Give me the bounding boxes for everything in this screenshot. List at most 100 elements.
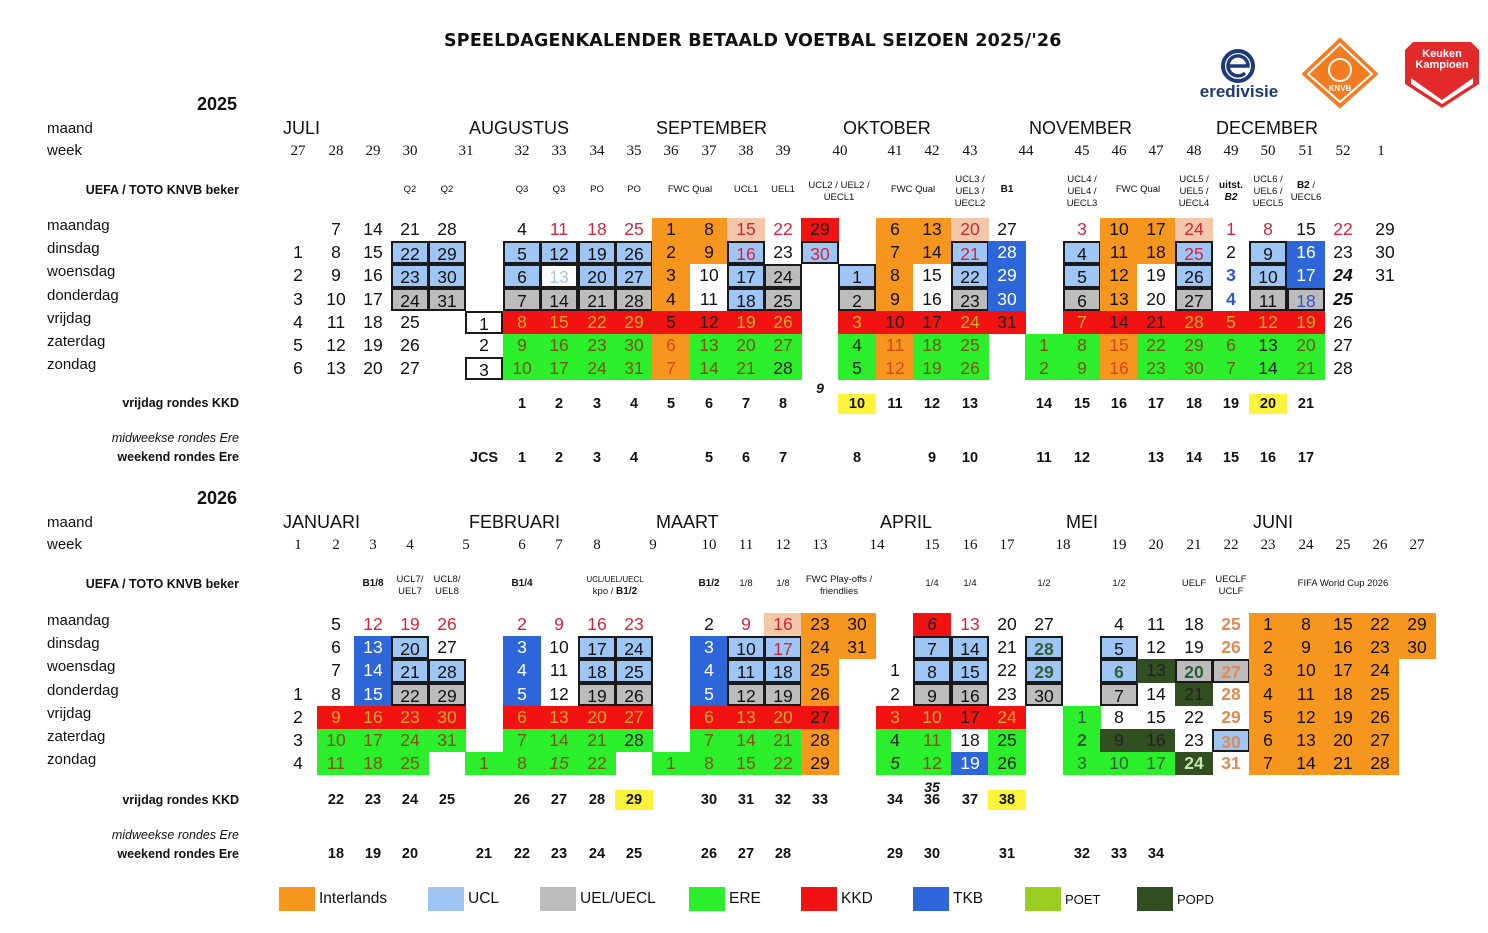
competition-text: Q3 (552, 184, 566, 195)
calendar-day: 31 (1221, 753, 1241, 774)
calendar-day: 15 (727, 218, 765, 242)
week-number: 49 (1223, 143, 1239, 159)
legend-swatch (1025, 887, 1061, 911)
competition-label: B1/2 (698, 578, 719, 590)
competition-label: Q2 (441, 184, 454, 196)
calendar-day: 19 (951, 752, 989, 776)
calendar-day: 5 (652, 310, 690, 334)
kkd-round: 26 (513, 792, 531, 808)
month-header: MAART (656, 512, 719, 532)
calendar-day: 30 (838, 613, 876, 637)
row-label-day: dinsdag (47, 635, 100, 653)
calendar-day: 29 (428, 241, 466, 265)
competition-text: UECL1 (823, 192, 855, 203)
month-header: APRIL (880, 512, 933, 532)
ere-round: 8 (852, 450, 862, 466)
legend-item: TKB (913, 887, 983, 911)
calendar-day: 12 (1100, 264, 1138, 288)
kkd-round: 15 (1073, 396, 1091, 412)
calendar-day: 18 (951, 729, 989, 753)
competition-label: 1/2 (1112, 578, 1125, 590)
competition-text: UCL2 / UEL2 / (808, 180, 870, 191)
competition-label: 1/8 (739, 578, 752, 590)
calendar-day: 17 (951, 705, 989, 729)
week-number: 25 (1335, 537, 1351, 553)
calendar-day: 16 (913, 287, 951, 311)
competition-label: 1/4 (963, 578, 976, 590)
calendar-day: 4 (1114, 614, 1124, 634)
calendar-day: 6 (1063, 287, 1101, 311)
week-number: 27 (1409, 537, 1425, 553)
calendar-day: 2 (704, 614, 714, 634)
calendar-day: 24 (1361, 659, 1399, 683)
calendar-day: 6 (1212, 334, 1250, 358)
calendar-day: 2 (1025, 357, 1063, 381)
year-label: 2025 (197, 94, 238, 114)
calendar-day: 16 (540, 334, 578, 358)
week-number: 31 (458, 143, 474, 159)
calendar-day: 18 (578, 659, 616, 683)
calendar-day: 9 (741, 614, 751, 634)
calendar-day: 19 (1137, 264, 1175, 288)
calendar-day: 1 (652, 218, 690, 242)
calendar-day: 21 (1175, 682, 1213, 706)
calendar-day: 3 (1249, 659, 1287, 683)
calendar-day: 17 (1137, 752, 1175, 776)
ere-round: 27 (737, 846, 755, 862)
calendar-day: 18 (727, 287, 765, 311)
row-label-day: dinsdag (47, 240, 100, 258)
calendar-day: 17 (1137, 218, 1175, 242)
calendar-day: 7 (1063, 310, 1101, 334)
kkd-round: 3 (592, 396, 602, 412)
calendar-day: 2 (1226, 242, 1236, 263)
calendar-day: 9 (503, 334, 541, 358)
calendar-day: 17 (578, 636, 616, 660)
calendar-day: 8 (690, 752, 728, 776)
calendar-day: 15 (363, 242, 383, 263)
calendar-day: 18 (764, 659, 802, 683)
calendar-day: 26 (988, 752, 1026, 776)
calendar-day: 26 (1221, 637, 1241, 658)
calendar-day: 14 (727, 729, 765, 753)
competition-bold: B2 (1296, 180, 1310, 191)
calendar-day: 10 (317, 729, 355, 753)
calendar-day: 26 (801, 682, 839, 706)
ere-round: 13 (1147, 450, 1165, 466)
week-number: 48 (1186, 143, 1202, 159)
week-number: 5 (462, 537, 470, 553)
calendar-day: 11 (690, 287, 728, 311)
calendar-day: 9 (554, 614, 564, 634)
week-number: 30 (402, 143, 418, 159)
calendar-day: 2 (838, 287, 876, 311)
kkd-round: 38 (988, 790, 1026, 810)
ere-round: 31 (998, 846, 1016, 862)
calendar-day: 10 (1100, 752, 1138, 776)
kkd-round: 17 (1147, 396, 1165, 412)
calendar-day: 28 (1175, 310, 1213, 334)
calendar-day: 24 (391, 287, 429, 311)
calendar-day: 1 (652, 752, 690, 776)
ere-round: 29 (886, 846, 904, 862)
calendar-day: 24 (615, 636, 653, 660)
calendar-day: 9 (876, 287, 914, 311)
calendar-day: 21 (400, 219, 420, 239)
week-number: 4 (406, 537, 414, 553)
calendar-day: 30 (1025, 682, 1063, 706)
calendar-day: 11 (1100, 241, 1138, 265)
ere-round: 28 (774, 846, 792, 862)
competition-text: UEL4 / (1067, 186, 1097, 197)
calendar-day: 27 (400, 358, 420, 379)
calendar-day: 23 (997, 683, 1017, 704)
month-header: FEBRUARI (469, 512, 561, 532)
competition-text: UEL5 / (1179, 186, 1209, 197)
competition-text: 1/8 (776, 578, 790, 589)
calendar-day: 9 (1287, 636, 1325, 660)
calendar-day: 5 (1100, 636, 1138, 660)
calendar-day: 12 (690, 310, 728, 334)
competition-text: / (1309, 180, 1316, 191)
calendar-day: 3 (293, 288, 303, 309)
ere-round: 16 (1259, 450, 1277, 466)
competition-bold: B1/4 (511, 578, 533, 589)
week-number: 21 (1186, 537, 1202, 553)
calendar-day: 28 (428, 659, 466, 683)
